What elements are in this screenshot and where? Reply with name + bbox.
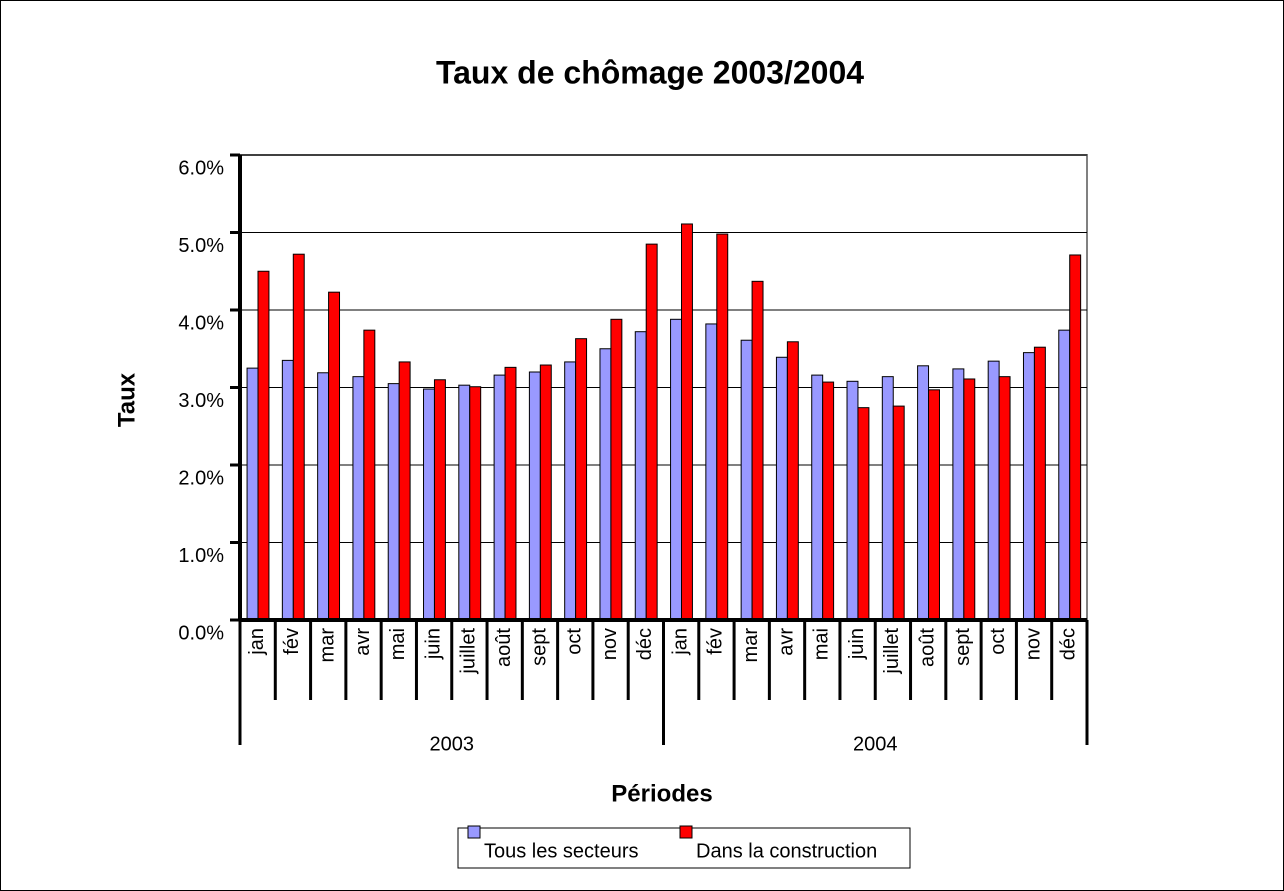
x-tick-label: juillet [881, 628, 903, 675]
bar [387, 383, 400, 621]
bar [1069, 254, 1082, 621]
x-tick-label: août [493, 628, 515, 667]
bar [881, 376, 894, 621]
bar [963, 378, 976, 621]
bar [822, 381, 835, 621]
x-tick-label: sept [952, 628, 974, 666]
x-tick-label: mai [811, 628, 833, 660]
x-tick-label: fév [705, 628, 727, 655]
x-tick-label: juillet [458, 628, 480, 675]
bar [634, 331, 647, 621]
bar [610, 318, 623, 621]
x-tick-label: mai [387, 628, 409, 660]
bar [775, 356, 788, 621]
bar [857, 407, 870, 621]
bar [928, 389, 940, 621]
y-tick-label: 0.0% [178, 622, 224, 644]
bar [539, 364, 552, 621]
y-tick-label: 1.0% [178, 545, 224, 567]
x-tick-label: avr [775, 628, 797, 656]
x-tick-label: fév [281, 628, 303, 655]
x-tick-label: déc [634, 628, 656, 660]
bar [705, 323, 718, 621]
bar [469, 386, 482, 621]
y-tick-label: 3.0% [178, 390, 224, 412]
bar [952, 368, 965, 621]
group-label: 2004 [853, 733, 898, 755]
x-tick-label: sept [528, 628, 550, 666]
x-tick-label: jan [669, 628, 691, 656]
bar [846, 380, 859, 621]
bar [645, 243, 658, 621]
x-tick-label: juin [846, 628, 868, 660]
x-tick-label: avr [352, 628, 374, 656]
bar [811, 374, 824, 621]
x-tick-label: jan [246, 628, 268, 656]
y-tick-label: 6.0% [178, 157, 224, 179]
legend-swatch [679, 825, 693, 839]
bar [504, 366, 517, 621]
bar [1033, 346, 1046, 621]
bar [670, 318, 682, 621]
legend-label: Tous les secteurs [484, 840, 639, 862]
x-tick-label: oct [564, 628, 586, 655]
bar [363, 329, 376, 621]
x-tick-label: mar [317, 628, 339, 663]
y-tick-label: 5.0% [178, 235, 224, 257]
x-tick-label: oct [987, 628, 1009, 655]
bar [1058, 329, 1071, 621]
bar [751, 280, 764, 621]
x-tick-label: déc [1058, 628, 1080, 660]
bar [564, 361, 577, 621]
bar [433, 379, 446, 621]
bar [458, 384, 471, 621]
bar [352, 376, 365, 621]
bar [493, 374, 506, 621]
bar [716, 233, 729, 621]
legend-label: Dans la construction [696, 840, 877, 862]
y-tick-label: 4.0% [178, 312, 224, 334]
bar [423, 388, 435, 621]
x-tick-label: nov [1022, 628, 1044, 660]
bar [257, 270, 270, 621]
x-tick-label: août [916, 628, 938, 667]
x-axis-title: Périodes [611, 780, 712, 807]
bar [599, 348, 612, 621]
bar [786, 341, 799, 621]
bar [892, 405, 905, 621]
bar [680, 223, 693, 621]
bar [398, 361, 411, 621]
chart-title: Taux de chômage 2003/2004 [436, 54, 864, 90]
bar [281, 359, 294, 621]
bar [987, 360, 1000, 621]
y-axis-title: Taux [113, 372, 140, 427]
group-label: 2003 [430, 733, 475, 755]
y-tick-label: 2.0% [178, 467, 224, 489]
x-tick-label: nov [599, 628, 621, 660]
bar [1022, 352, 1035, 621]
bar [998, 376, 1011, 621]
bar [246, 367, 259, 621]
bar [528, 371, 541, 621]
bar [317, 372, 330, 621]
legend-swatch [467, 825, 481, 839]
x-tick-label: juin [422, 628, 444, 660]
bar [328, 291, 341, 621]
bar [740, 339, 753, 621]
x-tick-label: mar [740, 628, 762, 663]
bar [575, 338, 588, 621]
bar [292, 253, 305, 621]
bar [917, 365, 930, 621]
